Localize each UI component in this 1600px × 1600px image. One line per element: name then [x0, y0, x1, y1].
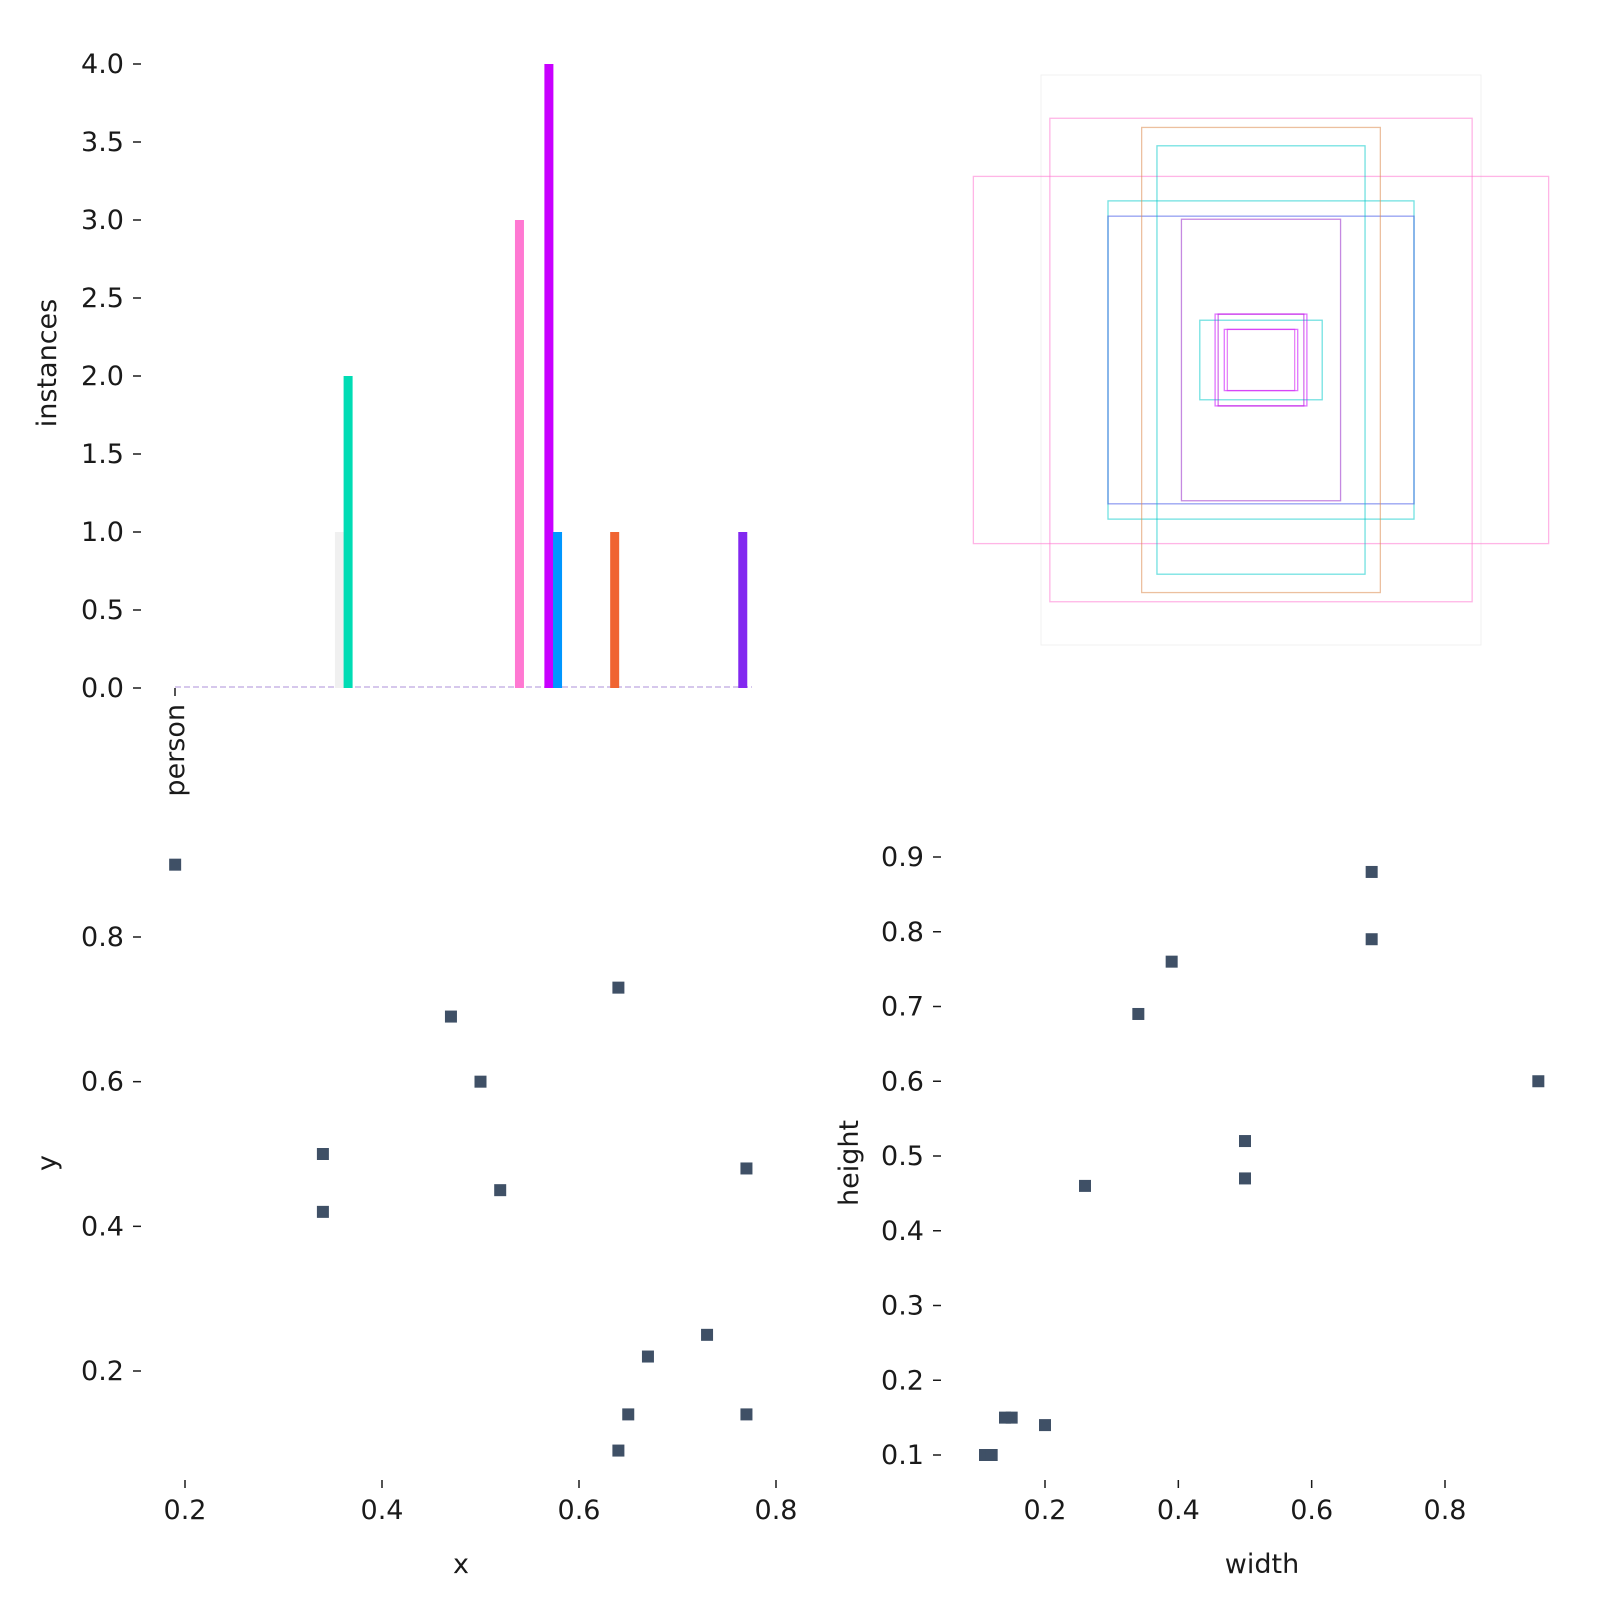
box-outlines	[972, 117, 1550, 603]
box-outline	[972, 175, 1550, 545]
bar-y-ticks: 0.0 0.5 1.0 1.5 2.0 2.5 3.0 3.5 4.0	[81, 49, 141, 704]
xy-y-axis-label: y	[32, 1155, 63, 1171]
wh-y-tick-label: 0.6	[881, 1066, 924, 1097]
xy-point	[612, 1444, 625, 1457]
wh-y-tick-label: 0.1	[881, 1440, 924, 1471]
xy-point	[740, 1408, 753, 1421]
wh-point	[1239, 1172, 1251, 1185]
bar-y-tick-label: 0.5	[81, 595, 124, 626]
xy-x-ticks: 0.2 0.4 0.6 0.8	[164, 1480, 798, 1526]
xy-y-tick-label: 0.6	[81, 1067, 124, 1098]
xy-point	[622, 1408, 635, 1421]
box-outline	[1141, 126, 1381, 594]
xy-y-tick-label: 0.8	[81, 922, 124, 953]
bar-x-tick: person	[160, 688, 191, 797]
box-outline	[1107, 200, 1415, 520]
bar-y-tick-label: 2.5	[81, 283, 124, 314]
bar	[544, 64, 554, 688]
wh-point	[985, 1449, 998, 1461]
box-outline	[1049, 117, 1473, 603]
instances-bar-chart: 0.0 0.5 1.0 1.5 2.0 2.5 3.0 3.5 4.0 person insta…	[32, 49, 752, 797]
xy-x-tick-label: 0.8	[755, 1495, 798, 1526]
wh-point	[1532, 1075, 1545, 1088]
wh-point	[1079, 1179, 1091, 1192]
bar-y-axis-label: instances	[32, 299, 63, 427]
wh-point	[1165, 955, 1178, 968]
box-outline	[1214, 313, 1308, 407]
width-height-scatter-chart: 0.2 0.4 0.6 0.8 0.1 0.2 0.3 0.4 0.5 0.6 0.7 0.8 0.9…	[834, 842, 1545, 1580]
bar	[334, 532, 344, 688]
bar-x-tick-label: person	[160, 704, 191, 797]
bar	[610, 532, 620, 688]
wh-y-tick-label: 0.5	[881, 1141, 924, 1172]
bar-y-tick-label: 0.0	[81, 673, 124, 704]
xy-y-tick-label: 0.4	[81, 1211, 124, 1242]
bar-y-tick-label: 1.5	[81, 439, 124, 470]
xy-point	[169, 858, 182, 871]
wh-point	[999, 1411, 1011, 1424]
xy-y-ticks: 0.2 0.4 0.6 0.8	[81, 922, 141, 1387]
xy-point	[316, 1205, 329, 1218]
wh-y-tick-label: 0.2	[881, 1365, 924, 1396]
xy-point	[701, 1328, 714, 1341]
bar-y-tick-label: 4.0	[81, 49, 124, 80]
wh-point	[1365, 865, 1378, 878]
xy-y-tick-label: 0.2	[81, 1356, 124, 1387]
wh-x-tick-label: 0.8	[1424, 1495, 1467, 1526]
wh-point	[1239, 1135, 1251, 1148]
wh-x-tick-label: 0.6	[1290, 1495, 1333, 1526]
box-outlines-panel	[972, 74, 1550, 646]
wh-y-tick-label: 0.9	[881, 842, 924, 873]
xy-point	[316, 1148, 329, 1160]
xy-point	[641, 1350, 654, 1363]
xy-scatter-chart: 0.2 0.4 0.6 0.8 0.2 0.4 0.6 0.8 x y	[32, 858, 798, 1580]
wh-y-axis-label: height	[834, 1120, 865, 1206]
xy-x-tick-label: 0.6	[558, 1495, 601, 1526]
wh-x-ticks: 0.2 0.4 0.6 0.8	[1024, 1480, 1467, 1526]
box-outline	[1107, 215, 1415, 505]
wh-x-tick-label: 0.2	[1024, 1495, 1067, 1526]
xy-point	[494, 1184, 507, 1197]
bar-y-tick-label: 3.0	[81, 205, 124, 236]
wh-y-tick-label: 0.3	[881, 1291, 924, 1322]
xy-x-tick-label: 0.4	[361, 1495, 404, 1526]
wh-y-tick-label: 0.4	[881, 1216, 924, 1247]
xy-point	[444, 1010, 457, 1023]
box-outline	[1226, 328, 1296, 392]
bar	[514, 220, 524, 688]
box-outline	[1199, 319, 1323, 401]
bar-y-tick-label: 3.5	[81, 127, 124, 158]
wh-y-ticks: 0.1 0.2 0.3 0.4 0.5 0.6 0.7 0.8 0.9	[881, 842, 941, 1471]
wh-points	[979, 865, 1545, 1461]
wh-y-tick-label: 0.8	[881, 917, 924, 948]
box-outline	[1180, 218, 1342, 502]
wh-x-tick-label: 0.4	[1157, 1495, 1200, 1526]
box-outline	[1223, 328, 1299, 392]
bar-marks	[175, 64, 752, 688]
xy-x-tick-label: 0.2	[164, 1495, 207, 1526]
xy-points	[169, 858, 753, 1457]
xy-point	[612, 981, 625, 994]
xy-x-axis-label: x	[453, 1549, 469, 1580]
box-canvas	[1040, 74, 1482, 646]
xy-point	[474, 1075, 487, 1088]
bar	[553, 532, 563, 688]
bar	[738, 532, 748, 688]
wh-x-axis-label: width	[1225, 1549, 1299, 1580]
wh-point	[1132, 1007, 1145, 1020]
box-outline	[1217, 313, 1305, 407]
bar-y-tick-label: 2.0	[81, 361, 124, 392]
bar-y-tick-label: 1.0	[81, 517, 124, 548]
xy-point	[740, 1162, 753, 1175]
box-outline	[1156, 145, 1366, 575]
bar	[343, 376, 353, 688]
wh-point	[1365, 933, 1378, 946]
wh-point	[1039, 1419, 1051, 1432]
wh-y-tick-label: 0.7	[881, 992, 924, 1023]
